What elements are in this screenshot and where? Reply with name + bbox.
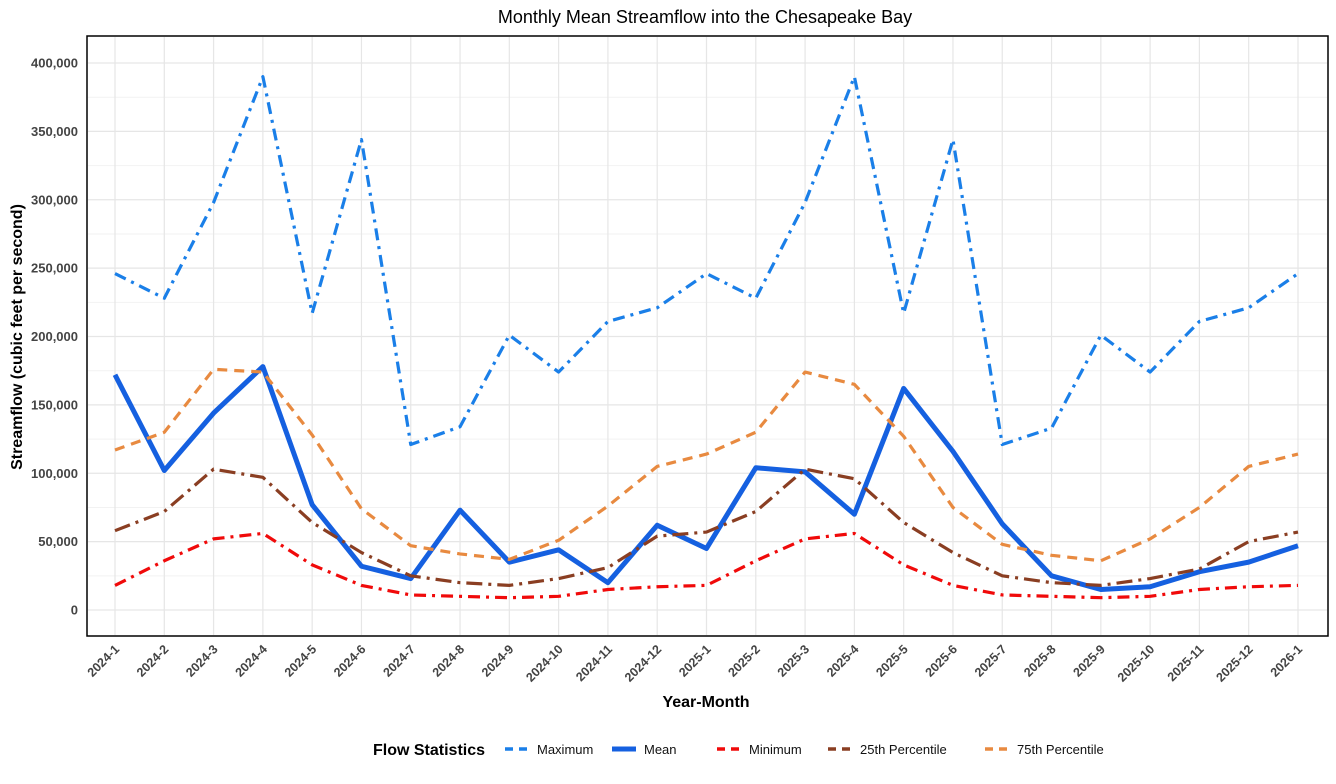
y-axis-label: Streamflow (cubic feet per second) bbox=[9, 204, 26, 470]
x-axis-label: Year-Month bbox=[662, 694, 749, 711]
x-tick-label: 2024-6 bbox=[331, 642, 368, 679]
x-tick-label: 2024-2 bbox=[134, 642, 171, 679]
x-tick-label: 2024-10 bbox=[523, 642, 565, 684]
y-axis-ticks: 0 50,000 100,000 150,000 200,000 250,000 300,0… bbox=[31, 56, 78, 618]
legend-label: 25th Percentile bbox=[860, 742, 947, 757]
x-tick-label: 2025-7 bbox=[972, 642, 1009, 679]
x-tick-label: 2026-1 bbox=[1268, 642, 1305, 679]
x-tick-label: 2025-9 bbox=[1071, 642, 1108, 679]
plot-border bbox=[86, 35, 1329, 637]
legend-title: Flow Statistics bbox=[373, 742, 485, 759]
series-line-minimum bbox=[114, 531, 1299, 600]
x-tick-label: 2025-3 bbox=[775, 642, 812, 679]
x-tick-label: 2025-2 bbox=[725, 642, 762, 679]
x-tick-label: 2024-3 bbox=[183, 642, 220, 679]
x-tick-label: 2025-4 bbox=[824, 642, 861, 679]
x-tick-label: 2024-4 bbox=[233, 642, 270, 679]
y-tick-label: 300,000 bbox=[31, 192, 78, 207]
series-lines bbox=[112, 75, 1299, 600]
x-tick-label: 2025-12 bbox=[1213, 642, 1255, 684]
legend-label: Mean bbox=[644, 742, 677, 757]
series-line-25th-percentile bbox=[114, 467, 1299, 587]
y-tick-label: 100,000 bbox=[31, 466, 78, 481]
y-tick-label: 150,000 bbox=[31, 397, 78, 412]
chart-title: Monthly Mean Streamflow into the Chesape… bbox=[498, 7, 912, 27]
x-tick-label: 2024-1 bbox=[85, 642, 122, 679]
legend: Flow Statistics Maximum Mean Minimum 25th P… bbox=[373, 742, 1104, 759]
x-tick-label: 2024-9 bbox=[479, 642, 516, 679]
x-tick-label: 2024-8 bbox=[430, 642, 467, 679]
x-tick-label: 2024-12 bbox=[622, 642, 664, 684]
legend-label: 75th Percentile bbox=[1017, 742, 1104, 757]
x-tick-label: 2025-10 bbox=[1115, 642, 1157, 684]
legend-label: Minimum bbox=[749, 742, 802, 757]
x-tick-label: 2025-6 bbox=[923, 642, 960, 679]
series-line-75th-percentile bbox=[114, 367, 1299, 563]
legend-label: Maximum bbox=[537, 742, 593, 757]
x-tick-label: 2025-8 bbox=[1021, 642, 1058, 679]
x-tick-label: 2024-11 bbox=[573, 642, 615, 684]
y-tick-label: 400,000 bbox=[31, 56, 78, 71]
y-tick-label: 250,000 bbox=[31, 261, 78, 276]
x-tick-label: 2024-7 bbox=[380, 642, 417, 679]
y-tick-label: 200,000 bbox=[31, 329, 78, 344]
x-tick-label: 2025-5 bbox=[873, 642, 910, 679]
y-tick-label: 0 bbox=[71, 603, 78, 618]
x-tick-label: 2025-1 bbox=[676, 642, 713, 679]
y-tick-label: 50,000 bbox=[38, 534, 78, 549]
series-line-mean bbox=[112, 364, 1299, 592]
gridlines bbox=[88, 37, 1327, 635]
x-tick-label: 2025-11 bbox=[1165, 642, 1207, 684]
x-axis-ticks: 2024-1 2024-2 2024-3 2024-4 2024-5 2024-6 2024… bbox=[85, 642, 1305, 684]
x-tick-label: 2024-5 bbox=[282, 642, 319, 679]
y-tick-label: 350,000 bbox=[31, 124, 78, 139]
